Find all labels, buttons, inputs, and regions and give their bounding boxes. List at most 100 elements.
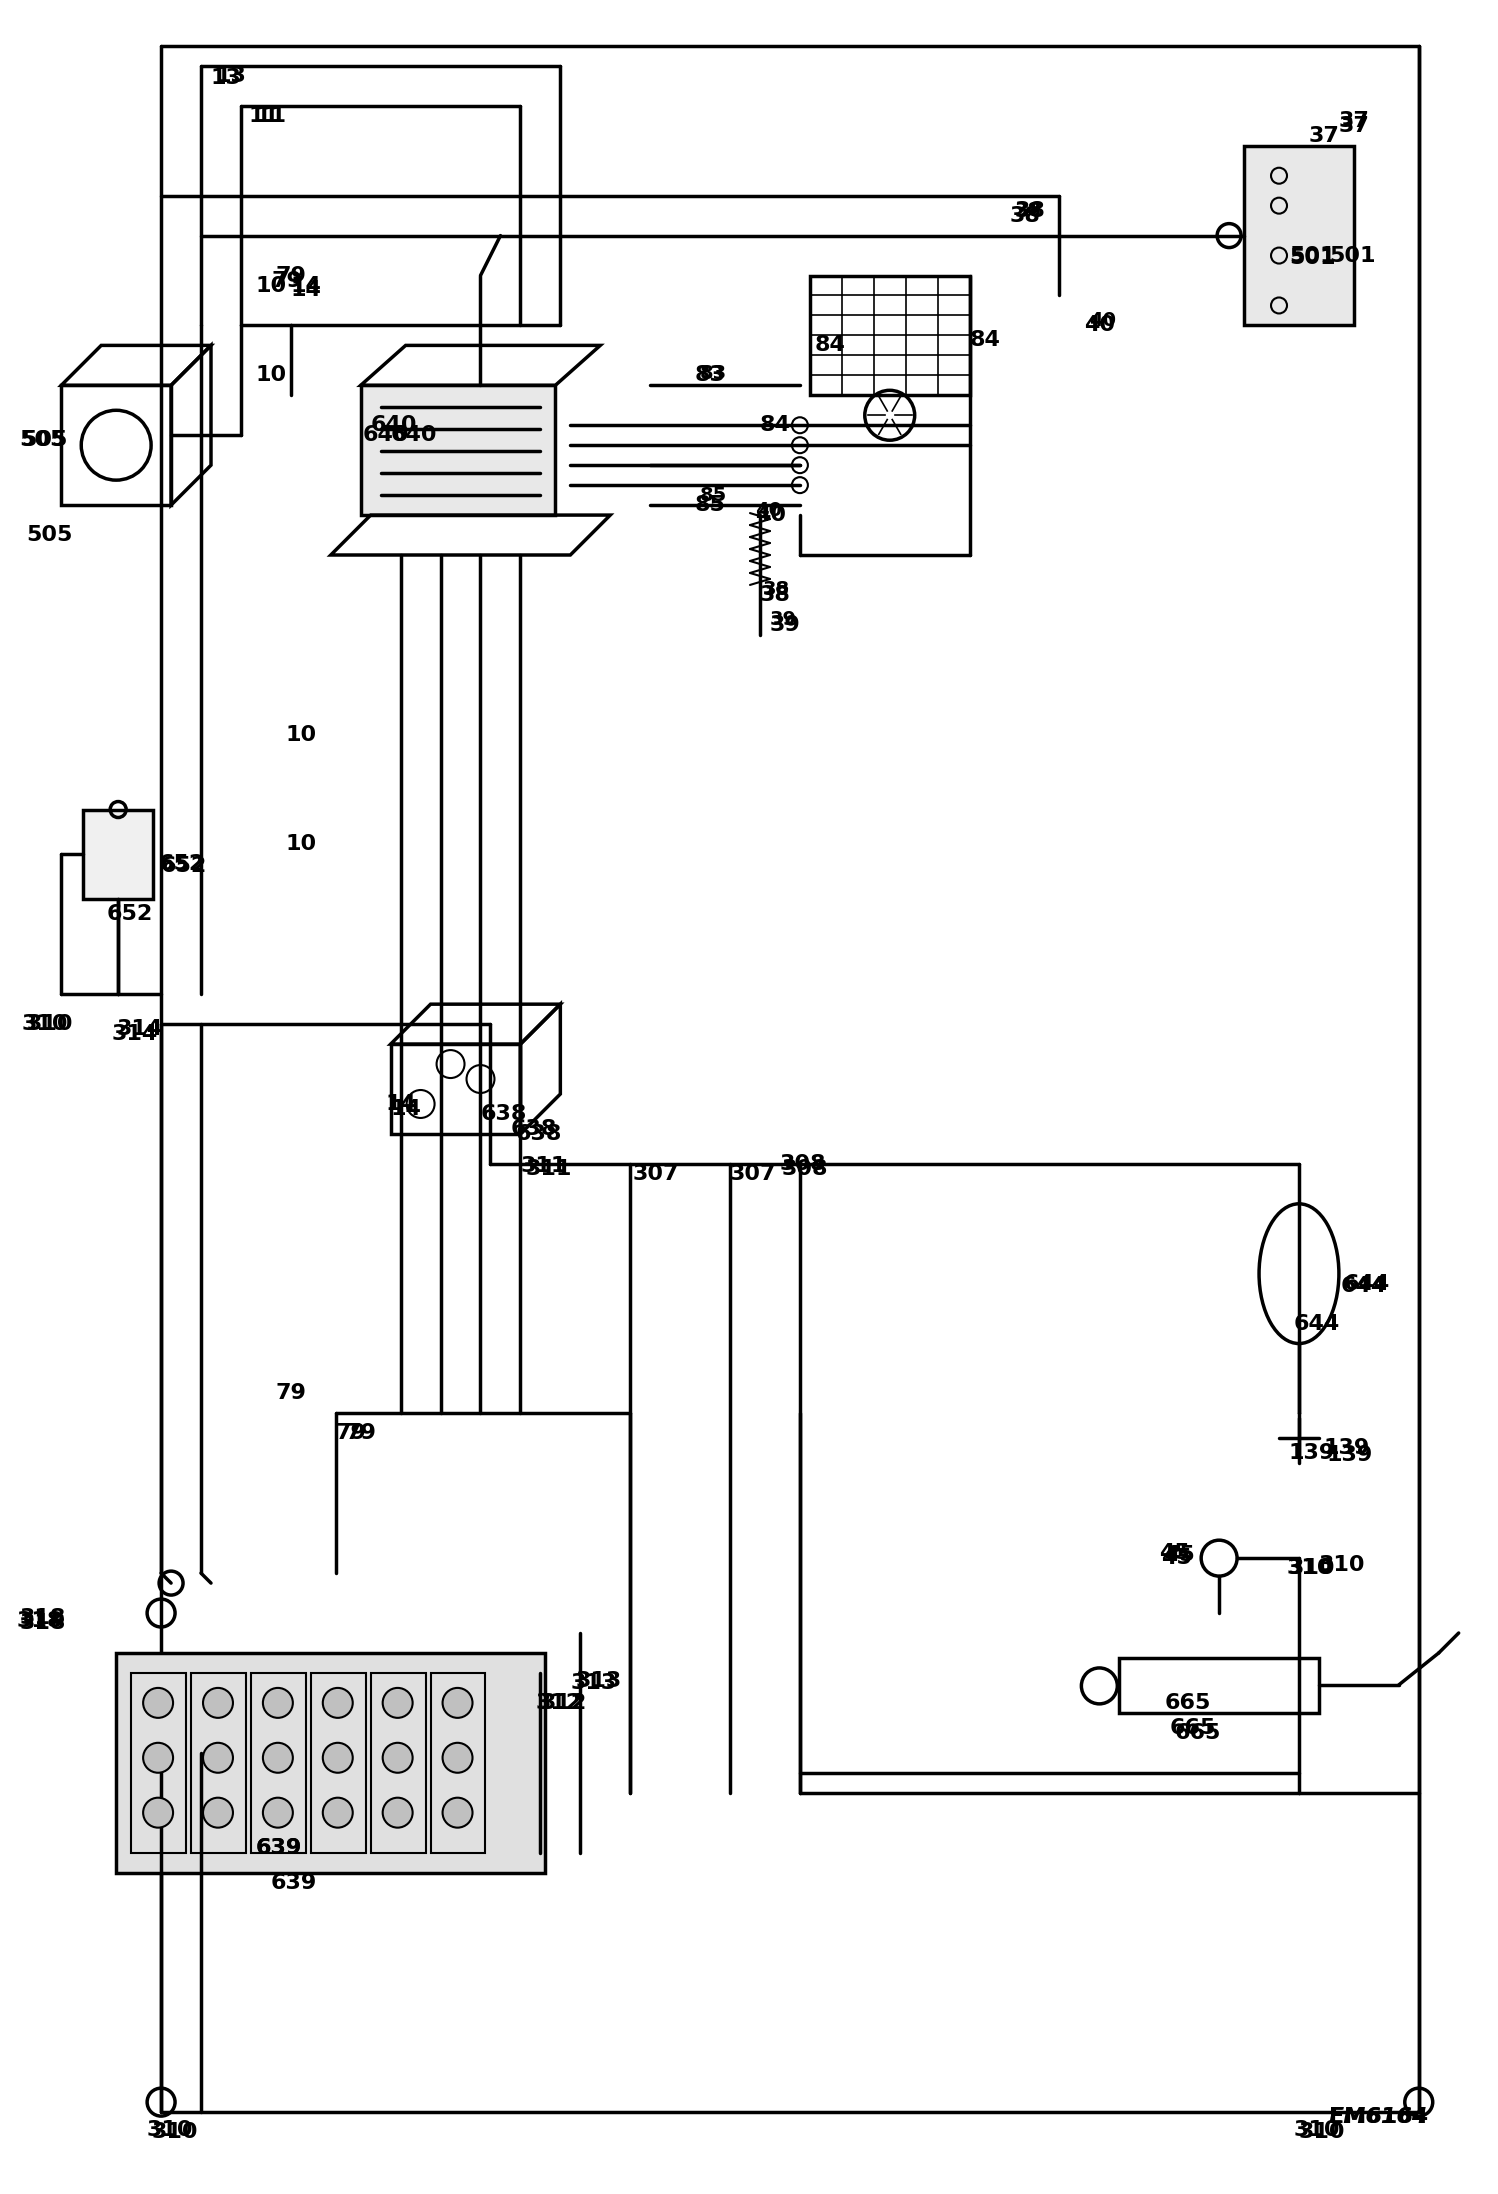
- Text: 38: 38: [1014, 200, 1046, 222]
- Text: 314: 314: [111, 1025, 157, 1044]
- Text: 308: 308: [780, 1154, 827, 1174]
- Text: 39: 39: [770, 614, 801, 634]
- Text: 40: 40: [1085, 316, 1116, 336]
- Bar: [1243, 145, 1354, 325]
- Text: 311: 311: [520, 1156, 566, 1176]
- Text: 14: 14: [291, 281, 322, 301]
- Text: 38: 38: [1010, 206, 1041, 226]
- Text: 638: 638: [515, 1123, 562, 1143]
- Text: 665: 665: [1170, 1718, 1215, 1738]
- Text: EM6164: EM6164: [1329, 2106, 1428, 2128]
- Text: 14: 14: [385, 1095, 416, 1115]
- Bar: [370, 1674, 425, 1852]
- Circle shape: [322, 1797, 352, 1828]
- Text: 139: 139: [1327, 1446, 1374, 1466]
- Text: 310: 310: [21, 1014, 67, 1033]
- Text: 308: 308: [782, 1158, 828, 1178]
- Circle shape: [204, 1742, 234, 1773]
- Text: 318: 318: [19, 1613, 66, 1632]
- Text: 83: 83: [695, 366, 727, 386]
- Text: 11: 11: [256, 105, 288, 125]
- Text: 310: 310: [147, 2119, 193, 2139]
- Text: 37: 37: [1339, 116, 1369, 136]
- Text: 652: 652: [162, 856, 207, 875]
- Bar: [192, 1674, 246, 1852]
- Text: 13: 13: [216, 66, 247, 86]
- Text: 79: 79: [276, 1384, 307, 1404]
- Text: 307: 307: [730, 1163, 776, 1185]
- Text: 640: 640: [363, 426, 409, 445]
- Circle shape: [144, 1687, 174, 1718]
- Bar: [1119, 1659, 1318, 1714]
- Text: 84: 84: [815, 336, 846, 355]
- Circle shape: [382, 1797, 412, 1828]
- Text: 638: 638: [511, 1119, 557, 1139]
- Text: 501: 501: [1329, 246, 1375, 265]
- Text: 665: 665: [1174, 1722, 1221, 1742]
- Text: 85: 85: [700, 485, 728, 505]
- Text: 313: 313: [571, 1672, 617, 1694]
- Text: 10: 10: [256, 276, 288, 296]
- Bar: [132, 1674, 186, 1852]
- Bar: [310, 1674, 366, 1852]
- Text: 79: 79: [271, 270, 303, 290]
- Text: 313: 313: [575, 1672, 622, 1692]
- Text: 644: 644: [1294, 1314, 1341, 1334]
- Circle shape: [204, 1687, 234, 1718]
- Text: 79: 79: [276, 265, 307, 285]
- Circle shape: [144, 1742, 174, 1773]
- Circle shape: [442, 1742, 472, 1773]
- Text: 79: 79: [336, 1424, 367, 1444]
- Text: 310: 310: [1318, 1556, 1366, 1575]
- Text: 40: 40: [755, 500, 782, 520]
- Text: 311: 311: [526, 1158, 572, 1178]
- Text: 40: 40: [1089, 312, 1116, 329]
- Text: 45: 45: [1164, 1545, 1195, 1564]
- Text: 665: 665: [1164, 1694, 1210, 1714]
- Text: 139: 139: [1288, 1444, 1335, 1463]
- Text: 10: 10: [286, 834, 318, 853]
- Text: 638: 638: [481, 1104, 527, 1123]
- Text: 37: 37: [1309, 125, 1339, 145]
- Circle shape: [442, 1797, 472, 1828]
- Bar: [810, 276, 969, 395]
- Text: 312: 312: [541, 1694, 587, 1714]
- Text: 10: 10: [286, 724, 318, 744]
- Text: 639: 639: [256, 1839, 303, 1858]
- Text: 501: 501: [1288, 246, 1336, 265]
- Text: 639: 639: [256, 1839, 303, 1858]
- Text: 39: 39: [770, 610, 797, 630]
- Text: 310: 310: [1287, 1558, 1333, 1577]
- Text: 10: 10: [256, 366, 288, 386]
- Text: 644: 644: [1344, 1275, 1390, 1294]
- Text: 83: 83: [700, 364, 727, 382]
- Text: 505: 505: [19, 430, 66, 450]
- Text: 318: 318: [16, 1610, 63, 1630]
- Text: 38: 38: [1014, 202, 1041, 219]
- Circle shape: [264, 1687, 292, 1718]
- Text: 310: 310: [1294, 2119, 1341, 2139]
- Bar: [252, 1674, 306, 1852]
- Text: 38: 38: [762, 581, 789, 599]
- Text: EM6164: EM6164: [1329, 2106, 1428, 2128]
- Circle shape: [264, 1797, 292, 1828]
- Text: 312: 312: [535, 1694, 581, 1714]
- Text: 139: 139: [1324, 1439, 1371, 1459]
- Text: 37: 37: [1339, 112, 1369, 132]
- Text: 84: 84: [969, 331, 1001, 351]
- Text: 501: 501: [1288, 248, 1336, 268]
- Circle shape: [322, 1687, 352, 1718]
- Text: 45: 45: [1161, 1549, 1192, 1569]
- Text: 314: 314: [117, 1020, 162, 1040]
- Circle shape: [264, 1742, 292, 1773]
- Text: 644: 644: [1341, 1275, 1387, 1297]
- Circle shape: [144, 1797, 174, 1828]
- Text: 639: 639: [271, 1871, 318, 1893]
- Text: 11: 11: [249, 105, 280, 125]
- Text: 652: 652: [159, 853, 205, 875]
- Text: 79: 79: [346, 1424, 376, 1444]
- Text: 310: 310: [1299, 2122, 1345, 2141]
- Circle shape: [204, 1797, 234, 1828]
- Text: 14: 14: [291, 276, 322, 296]
- Circle shape: [442, 1687, 472, 1718]
